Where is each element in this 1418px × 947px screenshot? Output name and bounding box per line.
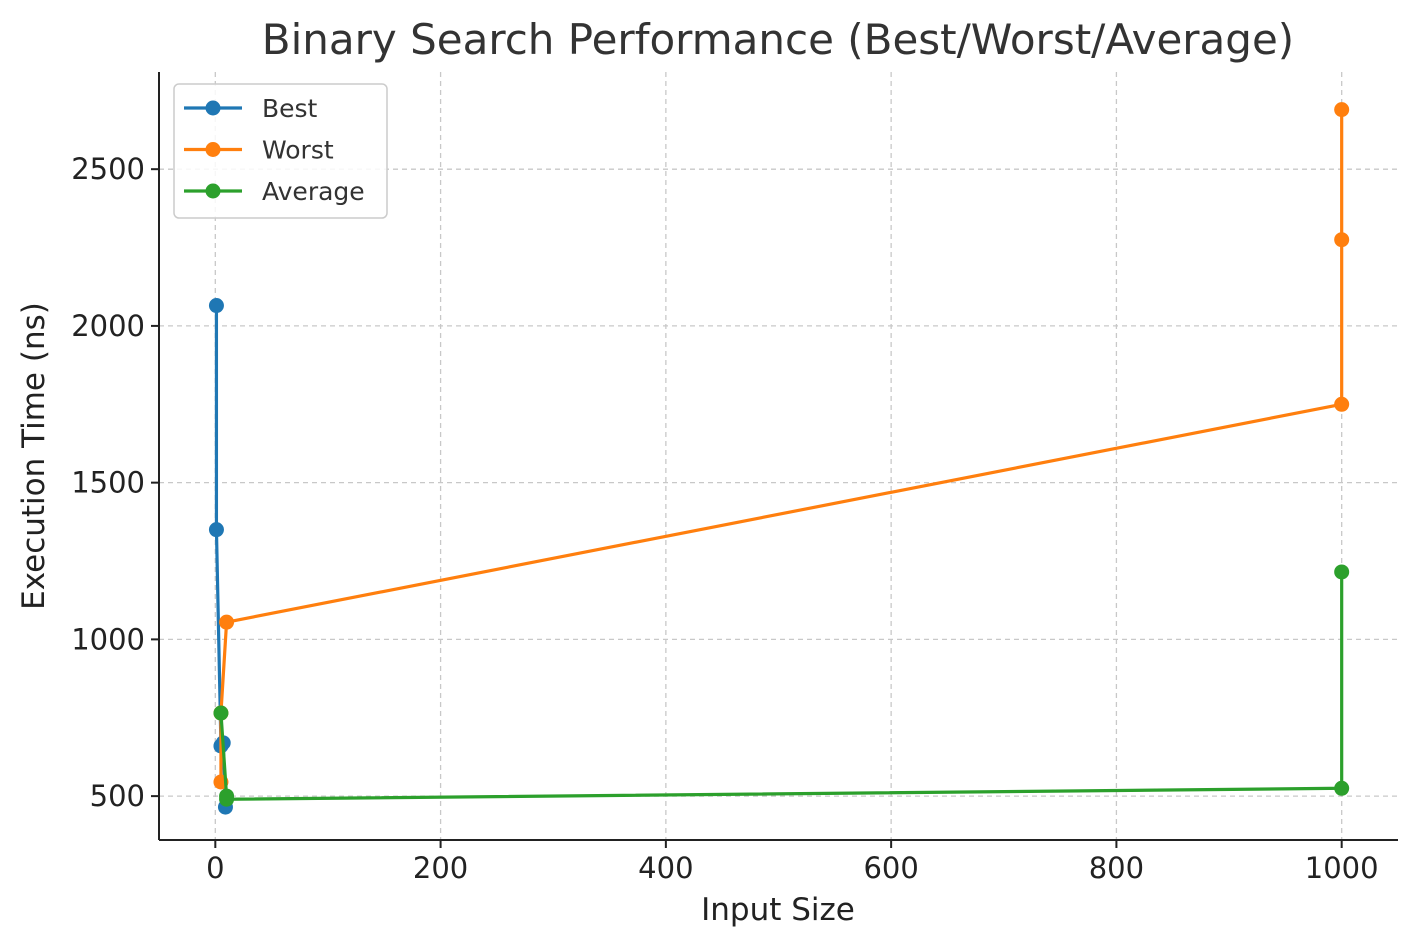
legend-label-average: Average (262, 177, 365, 206)
data-point-worst (1334, 232, 1350, 248)
legend-marker-best (205, 100, 221, 116)
x-tick-label: 800 (1089, 851, 1144, 885)
data-point-best (208, 298, 224, 314)
series-average (213, 564, 1350, 807)
x-tick-label: 0 (206, 851, 224, 885)
x-tick-label: 200 (413, 851, 468, 885)
legend-marker-average (205, 183, 221, 199)
y-tick-label: 500 (90, 779, 145, 813)
y-tick-label: 2500 (71, 152, 145, 186)
legend: Best Worst Average (173, 83, 388, 219)
x-tick-label: 1000 (1305, 851, 1379, 885)
y-tick-label: 1000 (71, 622, 145, 656)
series-line-average (219, 570, 1344, 801)
data-point-worst (1334, 396, 1350, 412)
series-line-worst (219, 108, 1344, 784)
data-point-worst (1334, 102, 1350, 118)
data-point-best (208, 522, 224, 538)
data-point-average (1334, 564, 1350, 580)
y-axis-label: Execution Time (ns) (16, 302, 52, 610)
axes-layer: 0 200 400 600 800 1000 500 1000 1500 2000 2500 (71, 72, 1398, 885)
x-axis-label: Input Size (701, 892, 855, 928)
legend-marker-worst (205, 142, 221, 157)
legend-label-worst: Worst (262, 136, 334, 165)
x-tick-label: 400 (638, 851, 693, 885)
data-point-average (1334, 780, 1350, 796)
x-tick-label: 600 (863, 851, 918, 885)
series-layer (208, 102, 1350, 815)
y-tick-label: 1500 (71, 466, 145, 500)
data-point-average (213, 705, 229, 721)
data-point-worst (219, 614, 235, 630)
chart-title: Binary Search Performance (Best/Worst/Av… (262, 15, 1294, 64)
y-tick-label: 2000 (71, 309, 145, 343)
legend-box (173, 83, 388, 219)
data-point-average (219, 791, 235, 807)
legend-label-best: Best (262, 94, 318, 123)
